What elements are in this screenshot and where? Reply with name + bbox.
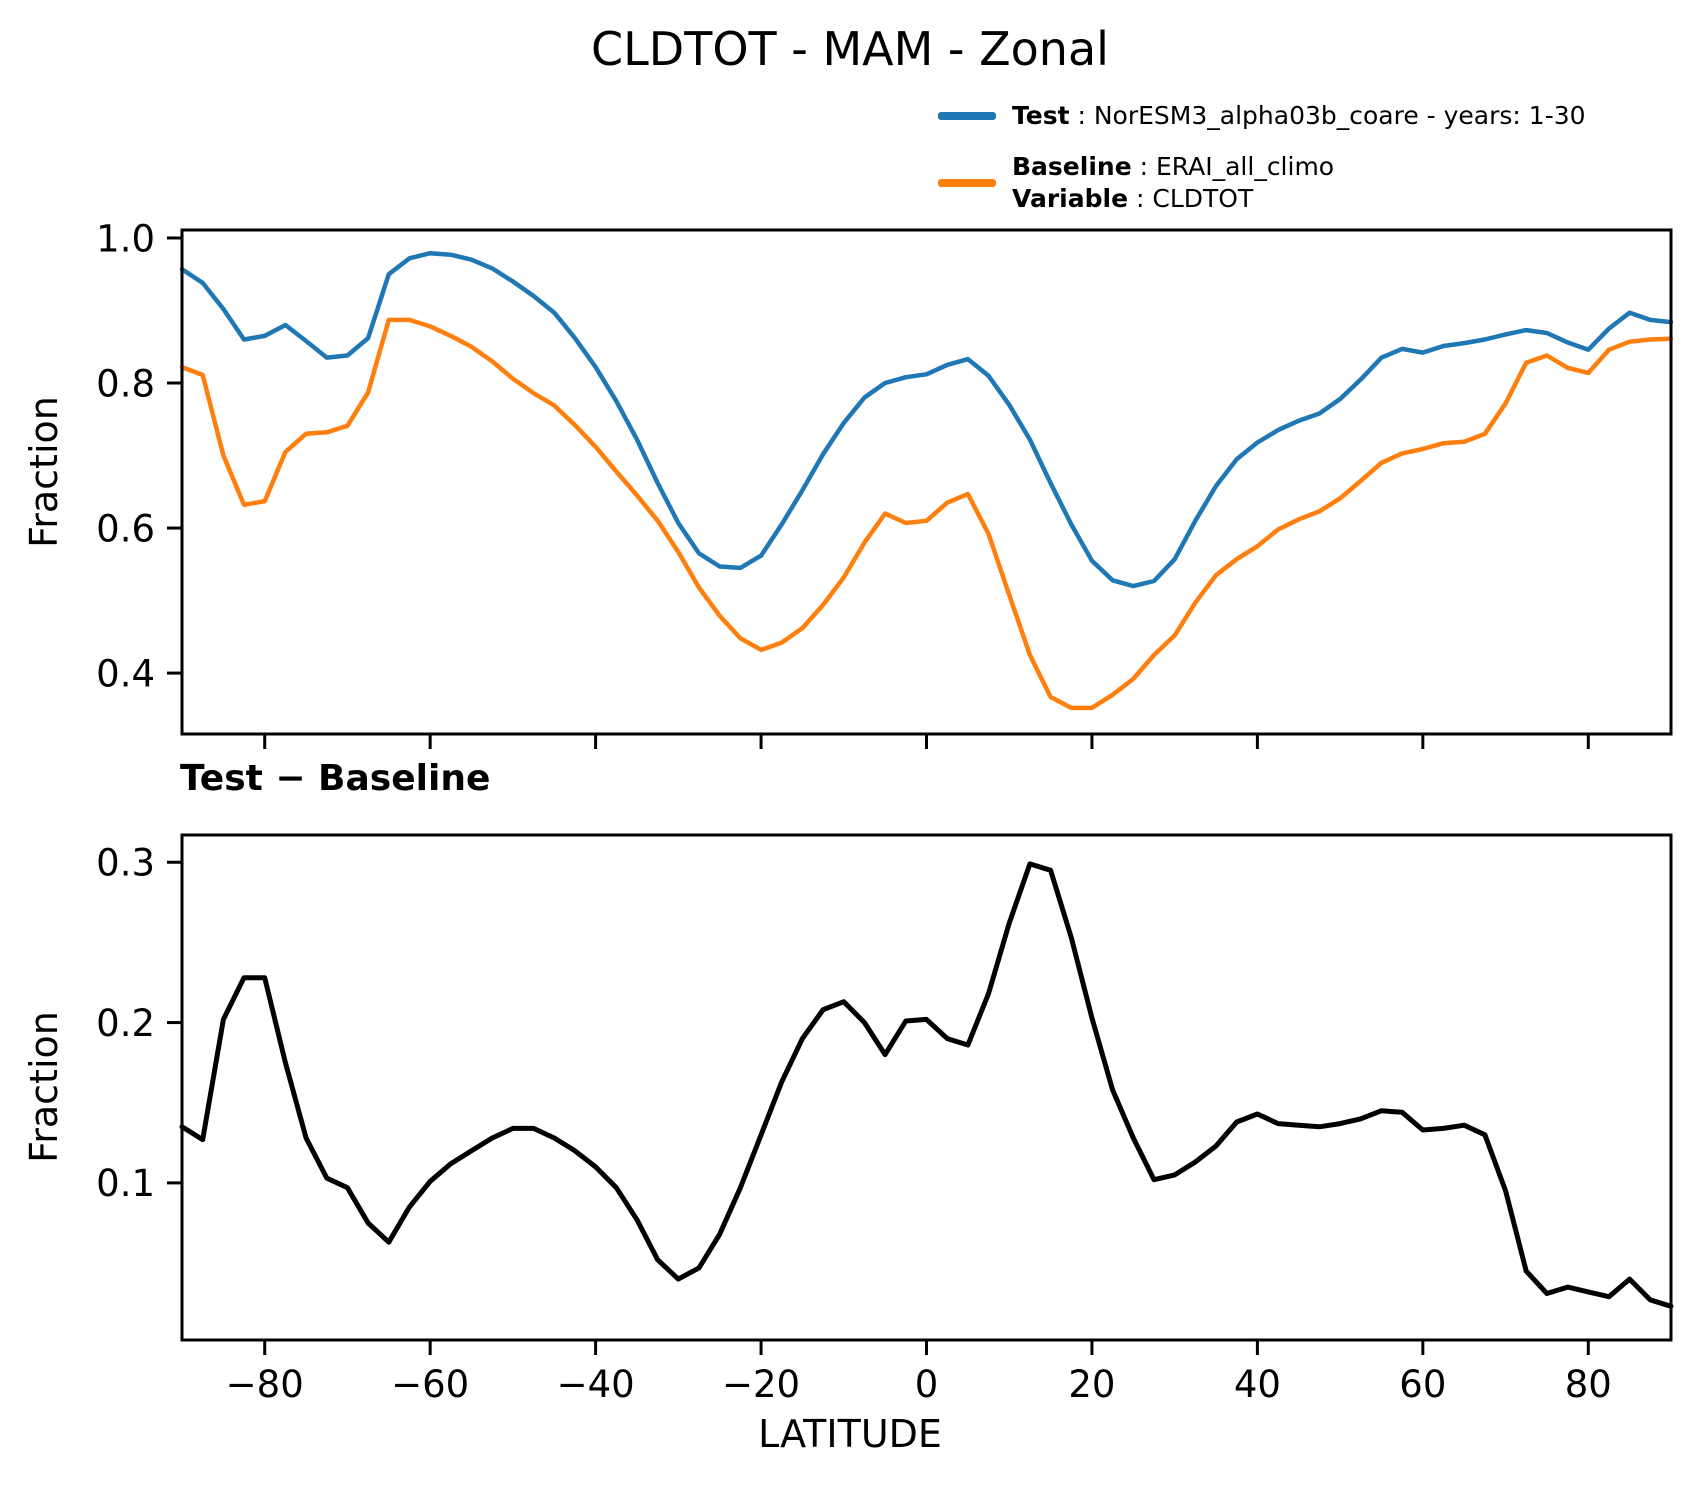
axes-spines	[180, 228, 1673, 736]
legend-entry-baseline: Baseline : ERAI_all_climo Variable : CLD…	[938, 151, 1586, 216]
y-tick-label: 0.8	[96, 362, 155, 405]
x-tick-label: 40	[1234, 1363, 1281, 1406]
diff-panel-subtitle: Test − Baseline	[180, 758, 491, 799]
legend-test-rest: : NorESM3_alpha03b_coare - years: 1-30	[1069, 101, 1586, 130]
x-tick-label: −20	[722, 1363, 800, 1406]
legend-baseline-rest: : ERAI_all_climo	[1131, 151, 1335, 181]
axes-spines	[180, 833, 1673, 1342]
legend-baseline-line: Baseline : ERAI_all_climo	[1012, 151, 1334, 184]
x-tick-label: 80	[1565, 1363, 1612, 1406]
test-line	[179, 250, 1674, 589]
figure-title: CLDTOT - MAM - Zonal	[591, 22, 1109, 76]
x-tick-label: 60	[1399, 1363, 1446, 1406]
y-tick-label: 0.3	[96, 842, 155, 885]
test-line-swatch	[938, 112, 996, 121]
x-axis-label: LATITUDE	[758, 1412, 942, 1456]
legend-entry-test: Test : NorESM3_alpha03b_coare - years: 1…	[938, 100, 1586, 133]
top-panel-ylabel: Fraction	[22, 396, 66, 548]
legend-baseline-bold: Baseline	[1012, 151, 1132, 181]
baseline-line-swatch	[938, 179, 996, 187]
y-tick-label: 1.0	[96, 217, 155, 260]
x-tick-label: −80	[226, 1363, 304, 1406]
legend-variable-rest: : CLDTOT	[1128, 184, 1254, 213]
bottom-panel-ylabel: Fraction	[22, 1011, 66, 1163]
baseline-line	[179, 317, 1674, 711]
legend-variable-bold: Variable	[1012, 184, 1129, 213]
x-tick-label: −40	[557, 1363, 635, 1406]
legend-baseline-label: Baseline : ERAI_all_climo Variable : CLD…	[1012, 151, 1334, 216]
y-tick-label: 0.1	[96, 1162, 155, 1205]
y-tick-label: 0.4	[96, 652, 155, 695]
legend-variable-line: Variable : CLDTOT	[1012, 183, 1334, 216]
legend-test-bold: Test	[1012, 101, 1070, 130]
x-tick-label: 20	[1068, 1363, 1115, 1406]
y-tick-label: 0.2	[96, 1002, 155, 1045]
x-tick-label: −60	[391, 1363, 469, 1406]
y-tick-label: 0.6	[96, 507, 155, 550]
legend-test-label: Test : NorESM3_alpha03b_coare - years: 1…	[1012, 100, 1586, 133]
x-tick-label: 0	[915, 1363, 939, 1406]
diff-line	[179, 861, 1674, 1309]
legend: Test : NorESM3_alpha03b_coare - years: 1…	[938, 100, 1586, 234]
